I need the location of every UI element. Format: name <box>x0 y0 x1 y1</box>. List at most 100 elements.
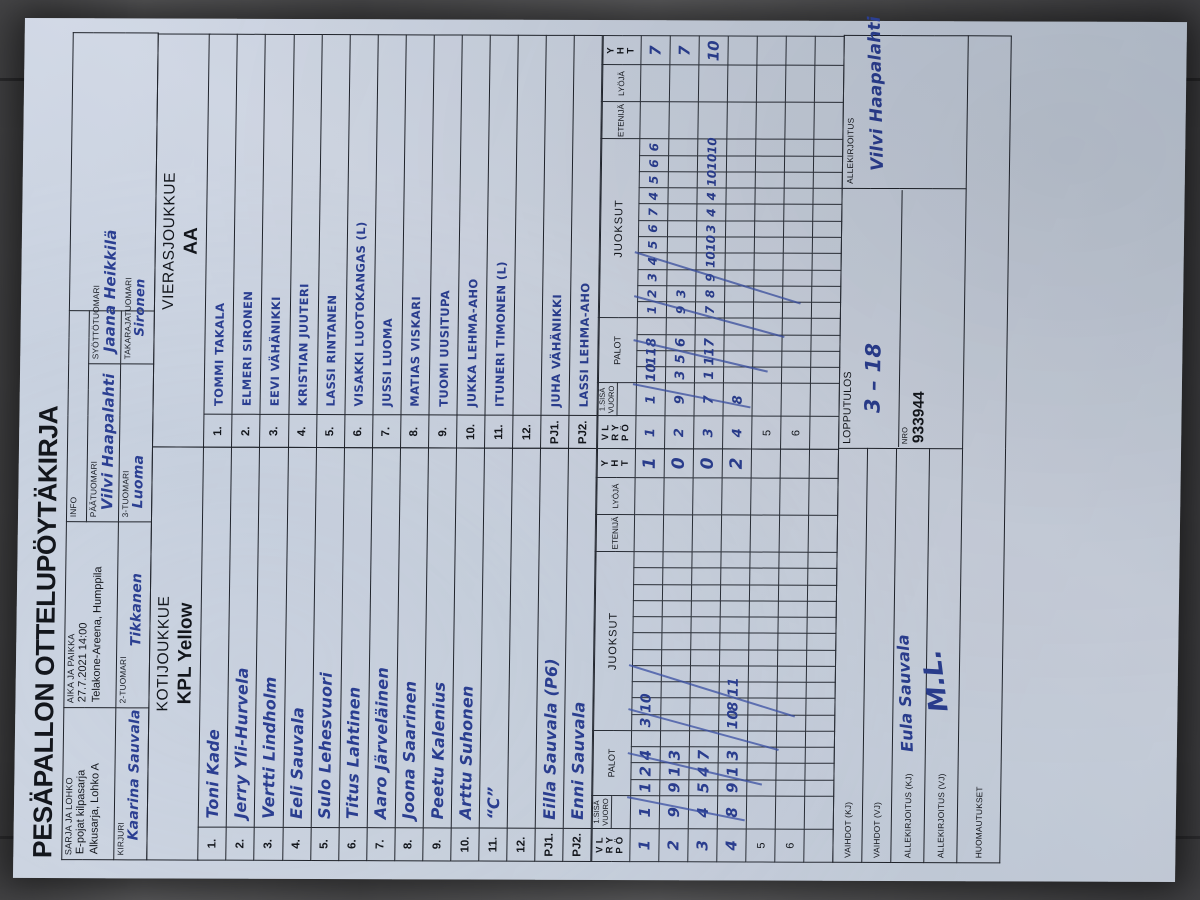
juoksut-cell[interactable] <box>813 139 843 157</box>
juoksut-cell[interactable] <box>748 682 778 699</box>
palot-cell[interactable] <box>723 367 753 384</box>
etenija-cell[interactable] <box>813 102 844 140</box>
palot-cell[interactable] <box>805 731 835 748</box>
juoksut-cell[interactable] <box>812 220 842 238</box>
juoksut-cell[interactable] <box>807 568 838 585</box>
palot-cell[interactable] <box>776 763 806 780</box>
vuoro-cell[interactable] <box>752 383 782 417</box>
palot-cell[interactable] <box>810 367 840 384</box>
juoksut-cell[interactable] <box>719 649 749 666</box>
palot-cell[interactable] <box>747 747 777 764</box>
juoksut-cell[interactable] <box>725 204 756 221</box>
juoksut-cell[interactable] <box>691 568 722 585</box>
juoksut-cell[interactable] <box>662 567 693 585</box>
juoksut-cell[interactable] <box>806 666 836 683</box>
juoksut-cell[interactable] <box>690 665 720 683</box>
etenija-cell[interactable] <box>784 102 815 140</box>
juoksut-cell[interactable] <box>813 172 843 189</box>
juoksut-cell[interactable] <box>754 253 784 270</box>
juoksut-cell[interactable]: 10 <box>696 235 726 254</box>
lyoja-cell[interactable] <box>634 477 665 515</box>
juoksut-cell[interactable] <box>777 633 808 650</box>
juoksut-cell[interactable] <box>662 616 692 634</box>
juoksut-cell[interactable] <box>720 616 750 634</box>
juoksut-cell[interactable] <box>806 633 837 650</box>
palot-cell[interactable] <box>752 350 783 368</box>
palot-cell[interactable] <box>660 730 690 748</box>
juoksut-cell[interactable] <box>668 171 698 189</box>
juoksut-cell[interactable] <box>748 665 778 683</box>
juoksut-cell[interactable]: 10 <box>697 154 727 172</box>
juoksut-cell[interactable]: 10 <box>718 710 748 731</box>
juoksut-cell[interactable] <box>784 188 814 205</box>
juoksut-cell[interactable]: 3 <box>666 285 696 302</box>
juoksut-cell[interactable] <box>778 584 808 602</box>
inning-index[interactable]: 1 <box>629 828 660 862</box>
etenija-cell[interactable] <box>750 515 780 553</box>
yht-cell[interactable]: 0 <box>664 448 694 478</box>
juoksut-cell[interactable] <box>720 600 750 618</box>
juoksut-cell[interactable] <box>750 552 780 569</box>
juoksut-cell[interactable] <box>755 188 785 205</box>
juoksut-cell[interactable] <box>805 714 835 732</box>
yht-cell[interactable] <box>751 449 781 479</box>
juoksut-cell[interactable]: 6 <box>639 139 669 156</box>
palot-cell[interactable]: 9 <box>717 779 748 796</box>
inning-index[interactable]: 4 <box>722 416 753 450</box>
juoksut-cell[interactable]: 3 <box>637 269 668 286</box>
etenija-cell[interactable] <box>639 102 670 140</box>
juoksut-cell[interactable] <box>806 682 836 699</box>
yht-cell[interactable] <box>757 36 787 66</box>
juoksut-cell[interactable] <box>667 204 698 221</box>
juoksut-cell[interactable] <box>661 649 691 666</box>
juoksut-cell[interactable] <box>667 220 697 237</box>
etenija-cell[interactable] <box>634 514 664 552</box>
juoksut-cell[interactable]: 8 <box>695 285 725 303</box>
juoksut-cell[interactable]: 6 <box>638 220 668 237</box>
inning-index[interactable] <box>803 829 834 863</box>
inning-index[interactable]: 2 <box>664 416 695 450</box>
juoksut-cell[interactable] <box>632 649 662 666</box>
palot-cell[interactable] <box>811 318 841 335</box>
juoksut-cell[interactable]: 7 <box>638 204 669 221</box>
juoksut-cell[interactable]: 4 <box>697 188 727 205</box>
juoksut-cell[interactable] <box>662 584 692 601</box>
vuoro-cell[interactable] <box>746 795 776 830</box>
juoksut-cell[interactable] <box>808 552 838 569</box>
juoksut-cell[interactable] <box>633 551 664 568</box>
inning-index[interactable]: 6 <box>774 829 805 863</box>
yht-cell[interactable]: 0 <box>693 448 723 478</box>
vuoro-cell[interactable]: 8 <box>723 383 753 417</box>
juoksut-cell[interactable] <box>662 600 692 617</box>
juoksut-cell[interactable] <box>806 649 836 667</box>
lyoja-cell[interactable] <box>669 65 700 103</box>
yht-cell[interactable]: 7 <box>641 36 671 66</box>
yht-cell[interactable] <box>809 449 839 479</box>
lyoja-cell[interactable] <box>721 477 752 516</box>
juoksut-cell[interactable] <box>692 551 722 569</box>
juoksut-cell[interactable] <box>691 600 721 617</box>
palot-cell[interactable] <box>781 350 812 368</box>
etenija-cell[interactable] <box>668 102 699 140</box>
juoksut-cell[interactable] <box>811 302 841 319</box>
juoksut-cell[interactable] <box>812 237 842 254</box>
juoksut-cell[interactable] <box>725 220 755 238</box>
juoksut-cell[interactable] <box>726 188 756 205</box>
juoksut-cell[interactable] <box>778 600 808 618</box>
juoksut-cell[interactable] <box>668 155 698 172</box>
lyoja-cell[interactable] <box>808 478 839 516</box>
lyoja-cell[interactable] <box>727 65 758 103</box>
lyoja-cell[interactable] <box>698 65 729 103</box>
juoksut-cell[interactable] <box>633 567 663 585</box>
etenija-cell[interactable] <box>779 515 809 553</box>
juoksut-cell[interactable] <box>807 584 837 602</box>
juoksut-cell[interactable] <box>749 568 780 585</box>
palot-cell[interactable]: 9 <box>659 779 690 796</box>
lyoja-cell[interactable] <box>663 477 694 515</box>
juoksut-cell[interactable] <box>726 171 756 189</box>
inning-index[interactable]: 1 <box>635 416 666 450</box>
juoksut-cell[interactable] <box>812 204 843 222</box>
juoksut-cell[interactable] <box>690 649 720 666</box>
palot-cell[interactable] <box>637 317 667 335</box>
juoksut-cell[interactable]: 10 <box>697 137 727 156</box>
